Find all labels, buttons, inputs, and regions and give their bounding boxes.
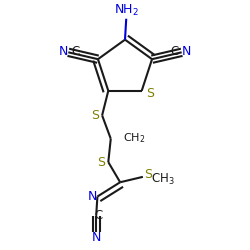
Text: NH$_2$: NH$_2$ [114, 3, 139, 18]
Text: C: C [72, 45, 80, 58]
Text: C: C [94, 209, 103, 222]
Text: N: N [87, 190, 97, 202]
Text: CH$_2$: CH$_2$ [123, 131, 146, 145]
Text: S: S [146, 87, 154, 100]
Text: S: S [91, 109, 99, 122]
Text: N: N [59, 45, 69, 58]
Text: S: S [97, 156, 105, 168]
Text: CH$_3$: CH$_3$ [151, 172, 174, 187]
Text: S: S [144, 168, 152, 181]
Text: N: N [182, 45, 191, 58]
Text: C: C [170, 45, 178, 58]
Text: N: N [92, 230, 101, 243]
